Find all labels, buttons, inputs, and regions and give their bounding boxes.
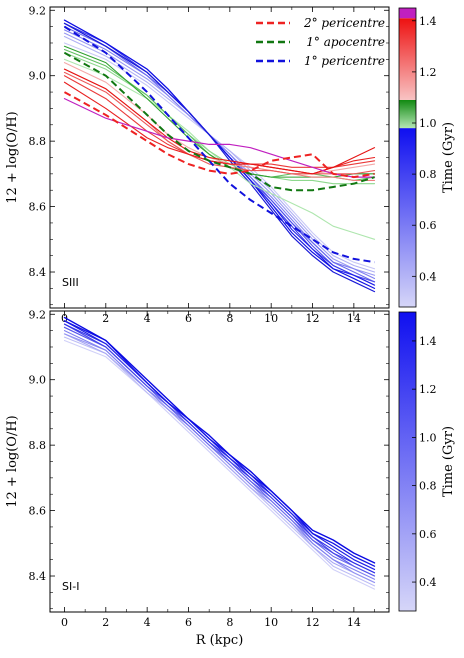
x-tick-label: 4 bbox=[144, 312, 151, 325]
colorbar-tick-label: 1.0 bbox=[419, 117, 437, 130]
x-tick-label: 4 bbox=[144, 616, 151, 629]
y-axis-label: 12 + log(O/H) bbox=[5, 415, 20, 508]
panel-si-i: 0 2 4 6 8 10 12 14 8.4 8.6 8.8 9.0 9.2 12 + log(O/H) R… bbox=[5, 308, 456, 648]
x-tick-label: 8 bbox=[226, 616, 233, 629]
x-axis: 0 2 4 6 8 10 12 14 bbox=[61, 7, 375, 325]
x-tick-label: 14 bbox=[347, 312, 361, 325]
series-line bbox=[63, 42, 376, 270]
series-line bbox=[63, 333, 376, 584]
colorbar-tick-label: 0.6 bbox=[419, 528, 437, 541]
y-axis-label: 12 + log(O/H) bbox=[5, 111, 20, 204]
x-tick-label: 8 bbox=[226, 312, 233, 325]
colorbar-tick-label: 1.0 bbox=[419, 431, 437, 444]
data-lines bbox=[63, 19, 376, 293]
panel-label: SI-I bbox=[62, 580, 79, 593]
y-axis: 8.4 8.6 8.8 9.0 9.2 bbox=[29, 308, 389, 610]
dashed-series-line bbox=[63, 51, 375, 192]
x-axis-label: R (kpc) bbox=[196, 633, 244, 648]
colorbar: 0.4 0.6 0.8 1.0 1.2 1.4 Time (Gyr) bbox=[398, 311, 456, 612]
colorbar-segment bbox=[399, 8, 416, 19]
series-line bbox=[63, 35, 376, 273]
colorbar-tick-label: 1.2 bbox=[419, 66, 437, 79]
series-line bbox=[63, 323, 376, 574]
x-tick-label: 6 bbox=[185, 312, 192, 325]
x-tick-label: 12 bbox=[306, 616, 320, 629]
colorbar-tick-label: 0.4 bbox=[419, 270, 437, 283]
legend-entry-label: 2° pericentre bbox=[303, 16, 385, 30]
colorbar-tick-label: 1.4 bbox=[419, 335, 437, 348]
x-tick-label: 0 bbox=[61, 616, 68, 629]
series-line bbox=[63, 68, 376, 175]
colorbar: 0.4 0.6 0.8 1.0 1.2 1.4 Time (Gyr) bbox=[398, 7, 456, 308]
x-tick-label: 10 bbox=[264, 616, 278, 629]
data-lines bbox=[63, 316, 376, 590]
dashed-series-line bbox=[63, 25, 375, 264]
series-line bbox=[63, 320, 376, 567]
x-tick-label: 2 bbox=[102, 312, 109, 325]
x-tick-label: 14 bbox=[347, 616, 361, 629]
colorbar-tick-label: 0.4 bbox=[419, 576, 437, 589]
y-tick-label: 9.0 bbox=[29, 374, 47, 387]
colorbar-segment bbox=[399, 128, 416, 307]
x-tick-label: 2 bbox=[102, 616, 109, 629]
x-tick-label: 6 bbox=[185, 616, 192, 629]
series-line bbox=[63, 98, 376, 178]
x-tick-label: 0 bbox=[61, 312, 68, 325]
legend-entry-label: 1° pericentre bbox=[304, 54, 385, 68]
colorbar-tick-label: 0.8 bbox=[419, 168, 437, 181]
y-axis: 8.4 8.6 8.8 9.0 9.2 bbox=[29, 4, 389, 306]
y-tick-label: 8.6 bbox=[29, 201, 47, 214]
colorbar-tick-label: 1.4 bbox=[419, 15, 437, 28]
colorbar-tick-label: 1.2 bbox=[419, 383, 437, 396]
x-axis: 0 2 4 6 8 10 12 14 bbox=[61, 311, 375, 629]
panel-siii: 0 2 4 6 8 10 12 14 8.4 8.6 8.8 9.0 9.2 12 + log(O/H) S… bbox=[5, 4, 456, 325]
colorbar-tick-label: 0.6 bbox=[419, 219, 437, 232]
y-tick-label: 8.4 bbox=[29, 266, 47, 279]
y-tick-label: 9.2 bbox=[29, 4, 47, 17]
colorbar-segment bbox=[399, 18, 416, 100]
y-tick-label: 8.8 bbox=[29, 135, 47, 148]
y-tick-label: 8.6 bbox=[29, 505, 47, 518]
y-tick-label: 8.8 bbox=[29, 439, 47, 452]
colorbar-segment bbox=[399, 100, 416, 129]
series-line bbox=[63, 75, 376, 168]
panel-label: SIII bbox=[62, 276, 79, 289]
y-tick-label: 9.0 bbox=[29, 70, 47, 83]
y-tick-label: 8.4 bbox=[29, 570, 47, 583]
legend: 2° pericentre 1° apocentre 1° pericentre bbox=[256, 16, 385, 68]
dashed-series-line bbox=[63, 91, 375, 179]
series-line bbox=[63, 22, 376, 293]
series-line bbox=[63, 26, 376, 283]
legend-entry-label: 1° apocentre bbox=[306, 35, 385, 49]
colorbar-frame bbox=[398, 7, 417, 308]
series-line bbox=[63, 330, 376, 580]
x-tick-label: 12 bbox=[306, 312, 320, 325]
colorbar-label: Time (Gyr) bbox=[441, 426, 456, 497]
colorbar-label: Time (Gyr) bbox=[441, 122, 456, 193]
x-tick-label: 10 bbox=[264, 312, 278, 325]
colorbar-segment bbox=[399, 312, 416, 611]
series-line bbox=[63, 71, 376, 175]
colorbar-frame bbox=[398, 311, 417, 612]
colorbar-tick-label: 0.8 bbox=[419, 480, 437, 493]
y-tick-label: 9.2 bbox=[29, 308, 47, 321]
series-line bbox=[63, 316, 376, 564]
